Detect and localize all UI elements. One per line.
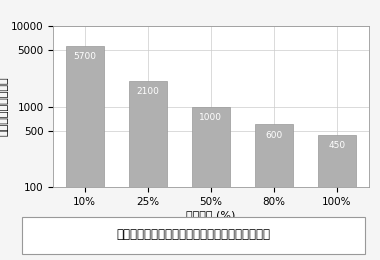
Bar xyxy=(66,46,104,260)
Text: 1000: 1000 xyxy=(200,113,222,122)
Bar xyxy=(192,107,230,260)
FancyBboxPatch shape xyxy=(22,217,365,254)
Bar xyxy=(255,125,293,260)
Text: 5700: 5700 xyxy=(73,52,96,61)
Text: 600: 600 xyxy=(265,131,283,140)
Text: 450: 450 xyxy=(328,141,346,150)
Text: ジェルタイプは高いサイクル对命を発揮します。: ジェルタイプは高いサイクル对命を発揮します。 xyxy=(117,228,271,241)
Bar xyxy=(318,135,356,260)
Text: 2100: 2100 xyxy=(136,87,159,96)
Bar xyxy=(129,81,167,260)
Y-axis label: 放電サイクル（回）: 放電サイクル（回） xyxy=(0,77,8,136)
X-axis label: 深放電率 (%): 深放電率 (%) xyxy=(186,210,236,220)
